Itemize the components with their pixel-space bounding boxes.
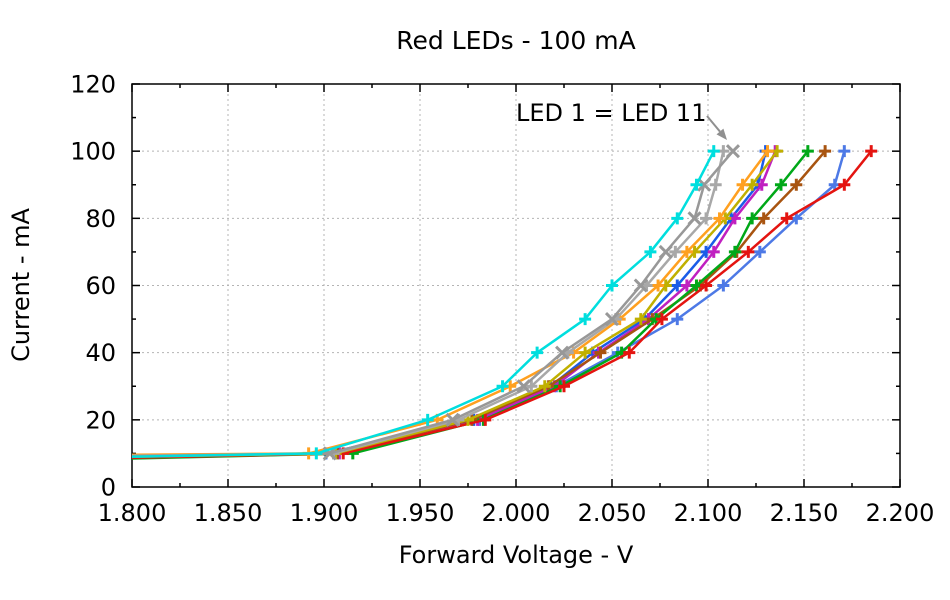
series-markers-cyan xyxy=(310,145,720,460)
x-tick-label: 2.100 xyxy=(674,499,743,527)
series-line-gray-cross xyxy=(131,150,734,458)
y-tick-label: 60 xyxy=(85,272,116,300)
annotation-led1-led11: LED 1 = LED 11 xyxy=(516,99,707,127)
chart-title: Red LEDs - 100 mA xyxy=(396,26,636,55)
series-line-red xyxy=(131,150,873,460)
x-tick-label: 2.050 xyxy=(578,499,647,527)
annotation-arrowhead xyxy=(716,128,727,140)
series-markers-gray-cross xyxy=(322,144,741,461)
y-axis-label: Current - mA xyxy=(7,208,35,362)
y-tick-label: 20 xyxy=(85,406,116,434)
y-tick-label: 120 xyxy=(70,71,116,99)
series-markers-royal-blue xyxy=(327,145,851,460)
y-tick-label: 0 xyxy=(101,474,116,502)
x-axis-label: Forward Voltage - V xyxy=(398,541,634,569)
x-tick-label: 2.000 xyxy=(482,499,551,527)
y-tick-label: 100 xyxy=(70,138,116,166)
series-line-gray-plus xyxy=(131,150,725,458)
series-markers-red xyxy=(337,145,878,460)
series-markers-blue xyxy=(319,145,772,460)
series-markers-dark-yellow xyxy=(329,145,784,460)
x-tick-label: 1.800 xyxy=(98,499,167,527)
annotation-arrow-shaft xyxy=(706,115,721,133)
y-tick-label: 40 xyxy=(85,339,116,367)
x-tick-label: 2.200 xyxy=(866,499,935,527)
x-tick-label: 1.900 xyxy=(290,499,359,527)
series-markers-green xyxy=(346,145,814,460)
x-tick-label: 2.150 xyxy=(770,499,839,527)
y-tick-label: 80 xyxy=(85,205,116,233)
x-tick-label: 1.950 xyxy=(386,499,455,527)
x-tick-label: 1.850 xyxy=(194,499,263,527)
